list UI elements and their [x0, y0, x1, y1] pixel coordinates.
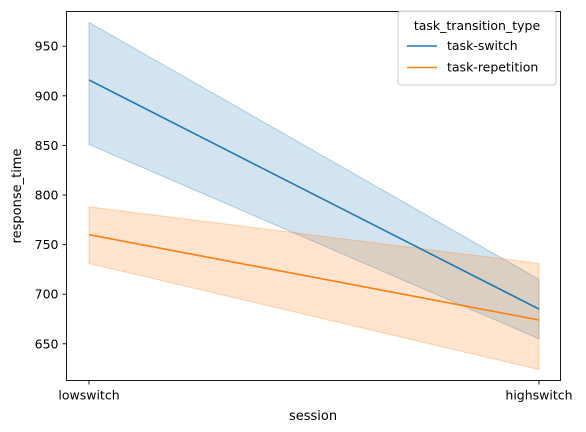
y-tick-label: 650: [35, 336, 59, 351]
plot-area-frame: [66, 11, 561, 381]
x-axis: lowswitch highswitch: [58, 380, 573, 403]
x-tick-label: highswitch: [505, 388, 572, 403]
x-tick-label: lowswitch: [58, 388, 119, 403]
legend-box: [397, 10, 557, 86]
legend-title: task_transition_type: [414, 18, 541, 33]
confidence-band-0: [88, 21, 540, 340]
y-tick-label: 900: [35, 88, 59, 103]
x-axis-title: session: [289, 409, 337, 424]
y-tick-label: 800: [35, 188, 59, 203]
confidence-band-1: [88, 206, 540, 371]
series-line-0: [88, 79, 540, 310]
y-tick-label: 750: [35, 237, 59, 252]
confidence-bands: [88, 21, 540, 371]
series-lines: [88, 79, 540, 321]
y-axis-title: response_time: [10, 149, 25, 244]
legend-items: task-switch task-repetition: [407, 38, 538, 75]
y-tick-label: 950: [35, 39, 59, 54]
y-tick-label: 850: [35, 138, 59, 153]
series-line-1: [88, 233, 540, 321]
legend-label-0: task-switch: [447, 38, 518, 53]
y-axis: 650 700 750 800 850 900 950: [35, 39, 67, 351]
legend: task_transition_type task-switch task-rep…: [397, 10, 557, 86]
legend-label-1: task-repetition: [447, 60, 538, 75]
y-tick-label: 700: [35, 287, 59, 302]
